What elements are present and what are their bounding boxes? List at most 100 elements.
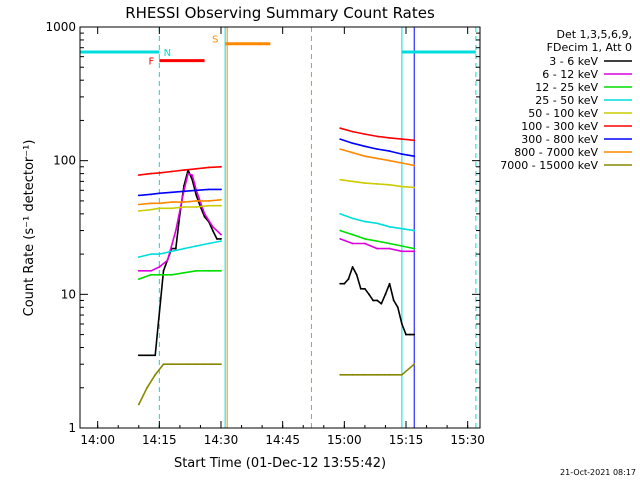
data-point-1-1-1 — [351, 242, 354, 245]
data-point-0-0-5 — [174, 247, 177, 250]
data-point-7-0-7 — [220, 198, 222, 201]
status-label-S: S — [212, 35, 218, 46]
data-point-5-0-4 — [183, 169, 185, 172]
legend-header-line-2: FDecim 1, Att 0 — [547, 41, 632, 54]
data-point-0-1-9 — [376, 299, 379, 302]
x-tick-label-3: 14:45 — [265, 433, 300, 447]
data-point-4-1-3 — [376, 183, 379, 185]
data-point-4-0-4 — [183, 206, 185, 208]
data-point-1-0-3 — [166, 259, 169, 262]
data-point-2-0-3 — [170, 273, 173, 276]
data-point-2-1-2 — [363, 237, 366, 240]
data-point-4-0-1 — [150, 208, 153, 211]
data-point-2-1-3 — [376, 240, 379, 243]
data-point-3-1-6 — [413, 229, 416, 232]
data-point-8-1-1 — [351, 373, 354, 376]
data-point-7-1-1 — [351, 151, 354, 154]
data-point-1-0-7 — [191, 174, 194, 176]
data-point-5-1-0 — [339, 127, 342, 130]
data-point-2-0-1 — [150, 273, 153, 276]
series-5-segment-0 — [138, 166, 222, 176]
data-point-1-1-5 — [400, 250, 403, 253]
data-point-4-0-5 — [195, 206, 198, 208]
legend-label-5: 100 - 300 keV — [521, 120, 598, 133]
legend-label-8: 7000 - 15000 keV — [500, 159, 598, 172]
data-point-4-1-2 — [363, 182, 366, 184]
data-point-3-0-4 — [183, 247, 185, 250]
data-point-1-0-9 — [203, 212, 206, 215]
data-point-7-1-0 — [339, 148, 342, 151]
data-point-5-0-0 — [137, 174, 140, 176]
series-2-segment-0 — [138, 269, 221, 280]
data-point-8-0-5 — [178, 363, 181, 366]
data-point-0-1-6 — [363, 287, 366, 290]
data-point-7-0-3 — [170, 201, 173, 203]
data-point-3-1-2 — [363, 220, 366, 223]
data-point-7-1-5 — [400, 162, 403, 164]
data-point-0-0-0 — [137, 354, 140, 357]
data-point-1-0-10 — [211, 225, 214, 228]
data-point-6-0-5 — [195, 189, 198, 192]
status-label-F: F — [148, 57, 154, 68]
series-6-segment-0 — [138, 188, 221, 197]
data-point-0-0-15 — [215, 237, 218, 240]
data-point-6-0-3 — [170, 191, 173, 194]
data-point-5-1-5 — [400, 138, 403, 140]
legend-label-1: 6 - 12 keV — [542, 68, 598, 81]
y-tick-label-0: 1 — [68, 421, 76, 435]
data-point-1-0-6 — [187, 172, 190, 175]
data-point-2-1-0 — [339, 229, 342, 232]
data-point-0-1-13 — [392, 299, 395, 302]
data-point-0-0-10 — [195, 194, 198, 197]
data-point-6-1-6 — [413, 155, 416, 158]
data-point-8-1-3 — [376, 373, 379, 376]
data-point-3-1-0 — [339, 212, 342, 215]
data-point-3-0-3 — [170, 250, 173, 253]
data-point-0-1-18 — [413, 333, 416, 336]
x-tick-label-2: 14:30 — [204, 433, 239, 447]
data-point-5-0-6 — [207, 166, 210, 169]
data-point-0-1-16 — [405, 333, 407, 336]
data-point-3-0-2 — [158, 253, 161, 255]
data-point-7-0-6 — [207, 200, 210, 202]
x-tick-label-5: 15:15 — [389, 433, 424, 447]
data-point-5-0-7 — [220, 165, 222, 168]
data-point-4-1-6 — [413, 186, 416, 189]
data-point-7-0-1 — [150, 202, 153, 205]
data-point-5-1-4 — [388, 137, 391, 139]
data-point-2-0-6 — [207, 269, 210, 272]
data-point-6-0-4 — [183, 190, 185, 193]
legend: Det 1,3,5,6,9, FDecim 1, Att 0 3 - 6 keV… — [500, 28, 632, 172]
data-point-0-1-10 — [380, 302, 383, 305]
data-point-2-0-0 — [137, 278, 140, 281]
data-point-2-1-5 — [400, 245, 403, 247]
status-label-N: N — [164, 48, 171, 59]
data-point-5-0-1 — [150, 172, 153, 175]
x-axis-label: Start Time (01-Dec-12 13:55:42) — [174, 456, 386, 471]
data-point-6-1-3 — [376, 148, 379, 151]
data-point-8-0-10 — [220, 363, 222, 366]
data-point-0-1-12 — [388, 282, 391, 285]
series-1-segment-0 — [138, 172, 222, 272]
data-point-6-0-6 — [207, 188, 210, 191]
data-point-0-1-11 — [384, 293, 387, 296]
legend-label-6: 300 - 800 keV — [521, 133, 598, 146]
data-point-0-0-16 — [220, 237, 222, 240]
data-point-3-0-5 — [195, 245, 198, 247]
data-point-8-0-3 — [162, 363, 165, 366]
data-point-3-0-6 — [207, 242, 210, 245]
data-point-2-1-4 — [388, 242, 391, 245]
data-point-8-1-0 — [339, 373, 342, 376]
data-point-5-1-2 — [363, 133, 366, 136]
data-point-6-1-4 — [388, 150, 391, 152]
data-point-8-0-6 — [187, 363, 190, 366]
data-point-6-0-0 — [137, 194, 140, 197]
data-point-6-1-0 — [339, 138, 342, 140]
data-point-5-0-5 — [195, 167, 198, 170]
series-4-segment-0 — [138, 204, 221, 212]
data-point-5-1-6 — [413, 139, 416, 142]
y-axis-label: Count Rate (s⁻¹ detector⁻¹) — [22, 140, 37, 317]
data-point-1-0-4 — [174, 229, 177, 232]
chart-title: RHESSI Observing Summary Count Rates — [125, 4, 435, 22]
data-point-0-1-5 — [359, 287, 362, 290]
